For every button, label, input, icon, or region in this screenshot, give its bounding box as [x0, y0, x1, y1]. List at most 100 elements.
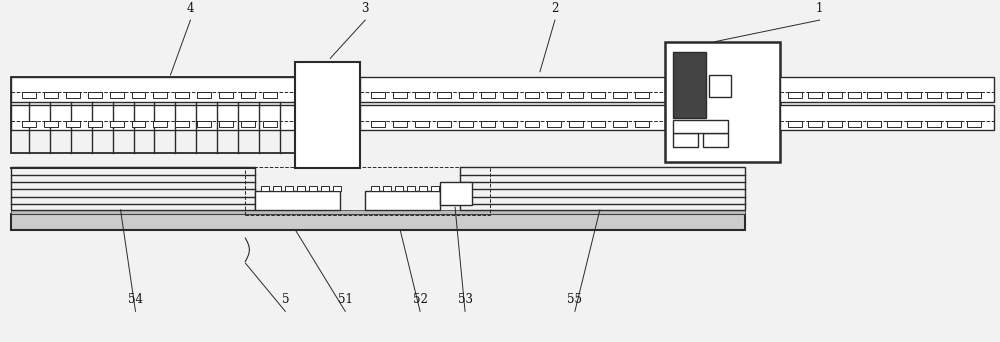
Bar: [263, 121, 277, 127]
Bar: [635, 92, 649, 98]
Bar: [365, 190, 440, 210]
Bar: [88, 92, 102, 98]
Bar: [431, 186, 439, 190]
Bar: [547, 92, 561, 98]
Bar: [569, 121, 583, 127]
Bar: [371, 92, 385, 98]
Bar: [360, 105, 665, 130]
Bar: [153, 92, 167, 98]
Bar: [407, 186, 415, 190]
Bar: [22, 92, 36, 98]
Bar: [383, 186, 391, 190]
Bar: [44, 92, 58, 98]
Text: 5: 5: [282, 293, 289, 306]
Bar: [295, 62, 360, 168]
Bar: [459, 121, 473, 127]
Text: 4: 4: [187, 2, 194, 15]
Bar: [297, 186, 305, 190]
Bar: [481, 121, 495, 127]
Bar: [867, 92, 881, 98]
Text: 3: 3: [361, 2, 369, 15]
Bar: [132, 92, 145, 98]
Bar: [828, 92, 842, 98]
Bar: [780, 77, 994, 102]
Bar: [66, 121, 80, 127]
Bar: [907, 92, 921, 98]
Bar: [132, 121, 145, 127]
Bar: [22, 121, 36, 127]
Bar: [947, 121, 961, 127]
Bar: [967, 121, 981, 127]
Bar: [967, 92, 981, 98]
Bar: [788, 121, 802, 127]
Bar: [255, 190, 340, 210]
Bar: [788, 92, 802, 98]
Bar: [153, 121, 167, 127]
Bar: [395, 186, 403, 190]
Text: 54: 54: [128, 293, 143, 306]
Bar: [175, 121, 189, 127]
Bar: [110, 121, 124, 127]
Bar: [419, 186, 427, 190]
Bar: [66, 92, 80, 98]
Bar: [867, 121, 881, 127]
Bar: [503, 92, 517, 98]
Bar: [285, 186, 293, 190]
Bar: [110, 92, 124, 98]
Bar: [393, 92, 407, 98]
Bar: [175, 92, 189, 98]
Text: 53: 53: [458, 293, 473, 306]
Bar: [197, 92, 211, 98]
Bar: [241, 92, 255, 98]
Bar: [415, 92, 429, 98]
Text: 55: 55: [567, 293, 582, 306]
Bar: [547, 121, 561, 127]
Bar: [503, 121, 517, 127]
Bar: [828, 121, 842, 127]
Bar: [613, 92, 627, 98]
Text: 2: 2: [551, 2, 559, 15]
Bar: [673, 52, 706, 118]
Bar: [263, 92, 277, 98]
Bar: [927, 121, 941, 127]
Bar: [371, 121, 385, 127]
Bar: [371, 186, 379, 190]
Bar: [273, 186, 281, 190]
Bar: [393, 121, 407, 127]
Bar: [219, 121, 233, 127]
Bar: [459, 92, 473, 98]
Bar: [665, 42, 780, 161]
Bar: [360, 77, 665, 102]
Bar: [481, 92, 495, 98]
Bar: [11, 77, 295, 153]
Bar: [437, 121, 451, 127]
Bar: [437, 92, 451, 98]
Text: 51: 51: [338, 293, 353, 306]
Bar: [525, 121, 539, 127]
Bar: [11, 214, 745, 230]
Bar: [11, 167, 255, 210]
Bar: [219, 92, 233, 98]
Bar: [11, 210, 745, 214]
Bar: [887, 121, 901, 127]
Bar: [245, 167, 490, 215]
Bar: [415, 121, 429, 127]
Bar: [907, 121, 921, 127]
Bar: [887, 92, 901, 98]
Bar: [88, 121, 102, 127]
Bar: [613, 121, 627, 127]
Bar: [808, 121, 822, 127]
Bar: [569, 92, 583, 98]
Bar: [673, 120, 728, 133]
Bar: [460, 167, 745, 210]
Bar: [703, 133, 728, 147]
Bar: [808, 92, 822, 98]
Bar: [848, 92, 861, 98]
Bar: [947, 92, 961, 98]
Bar: [44, 121, 58, 127]
Bar: [525, 92, 539, 98]
Bar: [709, 75, 731, 97]
Bar: [927, 92, 941, 98]
Bar: [11, 105, 295, 130]
Bar: [261, 186, 269, 190]
